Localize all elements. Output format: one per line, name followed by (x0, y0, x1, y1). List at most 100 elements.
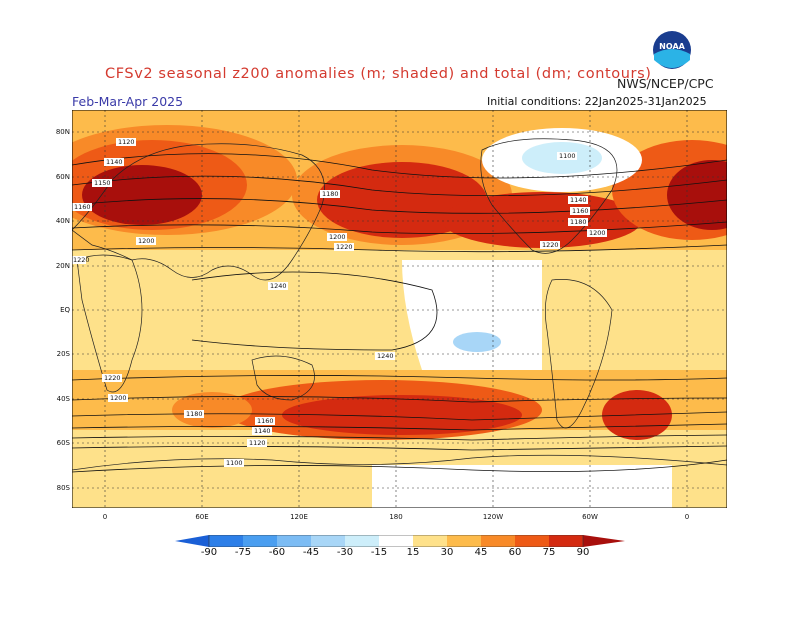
contour-label-box (570, 207, 590, 215)
contour-label-box (252, 427, 272, 435)
contour-1220-s (72, 375, 727, 381)
lat-label: 80N (55, 128, 70, 136)
contour-label: 1200 (110, 394, 127, 402)
colorbar-arrow-left (175, 535, 209, 547)
lat-label: 80S (56, 484, 70, 492)
noaa-logo-icon: NOAA (653, 31, 691, 69)
logo-text: NOAA (659, 42, 685, 51)
colorbar-label: 60 (508, 547, 522, 558)
anomaly-antarctic-neutral (372, 465, 672, 508)
contour-label: 1160 (74, 203, 91, 211)
colorbar-swatch (413, 535, 447, 547)
lat-label: EQ (60, 306, 70, 314)
contour-label: 1220 (104, 374, 121, 382)
colorbar-swatch (379, 535, 413, 547)
colorbar-swatch (549, 535, 583, 547)
contour-label-box (247, 439, 267, 447)
lon-label: 60E (195, 513, 209, 521)
contour-1120-s (72, 445, 727, 451)
coast-antarctica (72, 454, 727, 471)
contour-1180-s (72, 411, 727, 421)
contour-1200-s (72, 396, 727, 403)
lon-label: 0 (684, 513, 690, 521)
anomaly-na-band (442, 192, 642, 248)
lat-label: 60N (55, 173, 70, 181)
anomaly-eurasia-core (82, 165, 202, 225)
contour-1160-s (72, 423, 727, 431)
colorbar-swatch (311, 535, 345, 547)
contour-label-box (72, 203, 92, 211)
contour-label-box (540, 241, 560, 249)
contour-label-box (375, 352, 395, 360)
contour-label-box (92, 179, 112, 187)
colorbar-swatch (277, 535, 311, 547)
lon-label: 180 (389, 513, 403, 521)
contour-label-box (327, 233, 347, 241)
colorbar-label: -45 (302, 547, 320, 558)
contour-label: 1150 (94, 179, 111, 187)
contour-label: 1180 (322, 190, 339, 198)
colorbar-swatch (515, 535, 549, 547)
contour-label: 1160 (257, 417, 274, 425)
anomaly-indian-ocean (172, 392, 252, 428)
colorbar-label: 15 (406, 547, 420, 558)
anomaly-atlantic-core (667, 160, 727, 230)
contour-label-box (116, 138, 136, 146)
colorbar-label: -90 (200, 547, 218, 558)
colorbar-swatch (209, 535, 243, 547)
contour-label: 1120 (118, 138, 135, 146)
contour-label-box (268, 282, 288, 290)
contour-1240 (191, 271, 438, 351)
colorbar-outline (208, 535, 584, 547)
lat-label: 40N (55, 217, 70, 225)
contour-label: 1180 (570, 218, 587, 226)
contour-label-box (102, 374, 122, 382)
contour-label: 1200 (589, 229, 606, 237)
colorbar-swatch (243, 535, 277, 547)
colorbar-label: 45 (474, 547, 488, 558)
contour-label-box (184, 410, 204, 418)
coast-south-america (545, 279, 613, 429)
contour-label: 1140 (570, 196, 587, 204)
contour-label-box (587, 229, 607, 237)
contour-label-box (72, 256, 86, 264)
colorbar-label: 30 (440, 547, 454, 558)
lon-label: 60W (582, 513, 598, 521)
map-title: CFSv2 seasonal z200 anomalies (m; shaded… (105, 66, 652, 82)
lat-label: 20S (56, 350, 70, 358)
contour-label: 1180 (186, 410, 203, 418)
contour-label-box (136, 237, 156, 245)
lat-label: 20N (55, 262, 70, 270)
contour-label: 1100 (559, 152, 576, 160)
contour-label: 1200 (329, 233, 346, 241)
colorbar (175, 535, 625, 547)
anomaly-tropical-neutral (402, 260, 542, 370)
contour-label: 1220 (542, 241, 559, 249)
anomaly-map: 1120 1140 1150 1160 1200 1220 1240 1100 … (72, 110, 727, 508)
colorbar-arrow-right (583, 535, 625, 547)
season-label: Feb-Mar-Apr 2025 (72, 94, 184, 109)
lon-label: 120E (290, 513, 308, 521)
contour-label: 1200 (138, 237, 155, 245)
colorbar-label: -75 (234, 547, 252, 558)
contour-1120-n (72, 153, 727, 179)
contour-label-box (108, 394, 128, 402)
contour-label: 1240 (270, 282, 287, 290)
contour-label-box (255, 417, 275, 425)
coast-north-america (480, 138, 618, 254)
lat-label: 40S (56, 395, 70, 403)
colorbar-label: -30 (336, 547, 354, 558)
contour-1100-s (72, 459, 727, 473)
lat-label: 60S (56, 439, 70, 447)
contour-label-box (568, 196, 588, 204)
coast-australia (251, 355, 315, 401)
colorbar-swatch (447, 535, 481, 547)
colorbar-label: -15 (370, 547, 388, 558)
contour-label-box (334, 243, 354, 251)
contour-label: 1240 (377, 352, 394, 360)
contour-label-box (104, 158, 124, 166)
colorbar-label: 75 (542, 547, 556, 558)
anomaly-sh-core (282, 395, 522, 435)
contour-1220-n (72, 244, 727, 253)
colorbar-label: 90 (576, 547, 590, 558)
